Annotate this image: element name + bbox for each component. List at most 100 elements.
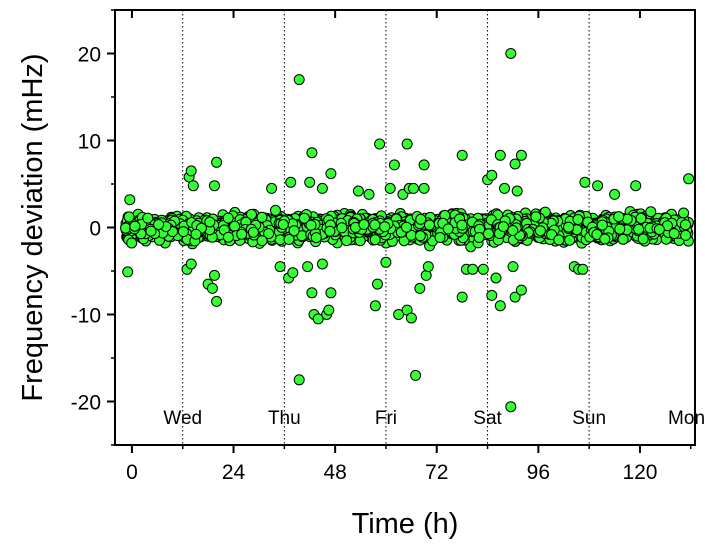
data-point [511,185,523,197]
data-point [316,182,328,194]
data-point [283,233,295,245]
data-point [486,289,498,301]
data-point [247,226,259,238]
data-point [564,234,576,246]
data-point [305,219,317,231]
x-tick-label: 120 [622,461,657,484]
data-point [467,263,479,275]
data-point [302,261,314,273]
y-tick-label: -10 [71,305,101,328]
data-point [613,211,625,223]
data-point [142,212,154,224]
data-point [414,282,426,294]
day-label: Sun [572,408,606,429]
data-point [599,233,611,245]
data-point [145,225,157,237]
data-point [415,213,427,225]
data-point [256,211,268,223]
data-point [418,159,430,171]
data-point [414,230,426,242]
data-point [434,232,446,243]
axis-ticks [107,9,692,453]
data-point [372,278,383,290]
data-point [456,219,468,231]
data-point [222,212,234,224]
data-point [293,374,305,386]
data-point [204,216,216,228]
data-point [369,219,381,231]
data-point [352,185,364,197]
data-point [483,228,494,240]
data-point [236,228,248,240]
data-point [325,287,337,299]
data-point [323,304,335,316]
data-point [185,258,197,270]
day-label: Sat [473,408,502,429]
data-point [222,231,234,243]
data-point [277,219,289,230]
data-point [680,229,692,241]
data-point [572,214,584,225]
data-point [637,233,649,245]
data-point [497,221,509,233]
data-point [507,261,519,273]
data-point [211,295,223,307]
y-tick-labels: -20 -10 0 10 20 [71,44,101,415]
data-point [341,235,353,247]
data-point [177,226,189,238]
x-axis-title: Time (h) [352,508,459,540]
data-point [266,182,278,194]
data-point [490,272,502,284]
data-point [473,232,485,243]
data-point [325,168,337,180]
data-point [190,228,202,240]
data-point [408,182,419,194]
data-point [153,219,165,230]
data-point [477,263,489,275]
data-point [579,176,591,188]
data-point [363,188,375,200]
data-point [507,225,519,236]
data-point [324,225,336,237]
data-point [534,225,546,237]
data-point [358,219,370,230]
data-point [635,212,647,224]
data-point [633,223,645,235]
data-point [596,219,608,231]
data-point [129,220,141,232]
data-point [246,208,257,220]
data-point [263,228,275,240]
data-point [442,223,454,235]
data-point [316,258,328,270]
y-tick-label: 20 [78,44,101,67]
data-point [645,206,657,218]
data-point [653,224,665,235]
data-point [211,156,223,168]
data-point [379,221,391,233]
data-point [336,222,348,234]
data-point [424,219,435,231]
data-point [270,204,281,216]
data-point [410,369,422,381]
x-tick-labels: 0 24 48 72 96 120 [126,461,657,484]
data-point [285,176,297,188]
x-tick-label: 72 [425,461,448,484]
data-point [422,261,434,273]
data-point [617,233,629,245]
data-point [505,48,517,59]
data-point [122,266,134,278]
data-point [456,291,468,303]
data-point [630,180,642,192]
data-point [499,182,510,194]
data-point [306,147,318,159]
data-point [380,256,392,268]
data-point [553,234,565,246]
y-tick-label: 0 [89,218,101,241]
x-tick-label: 24 [222,461,246,484]
x-tick-label: 0 [126,461,138,484]
data-point [388,159,400,171]
data-point [312,313,324,325]
data-point [287,267,299,279]
day-label: Thu [268,408,301,429]
